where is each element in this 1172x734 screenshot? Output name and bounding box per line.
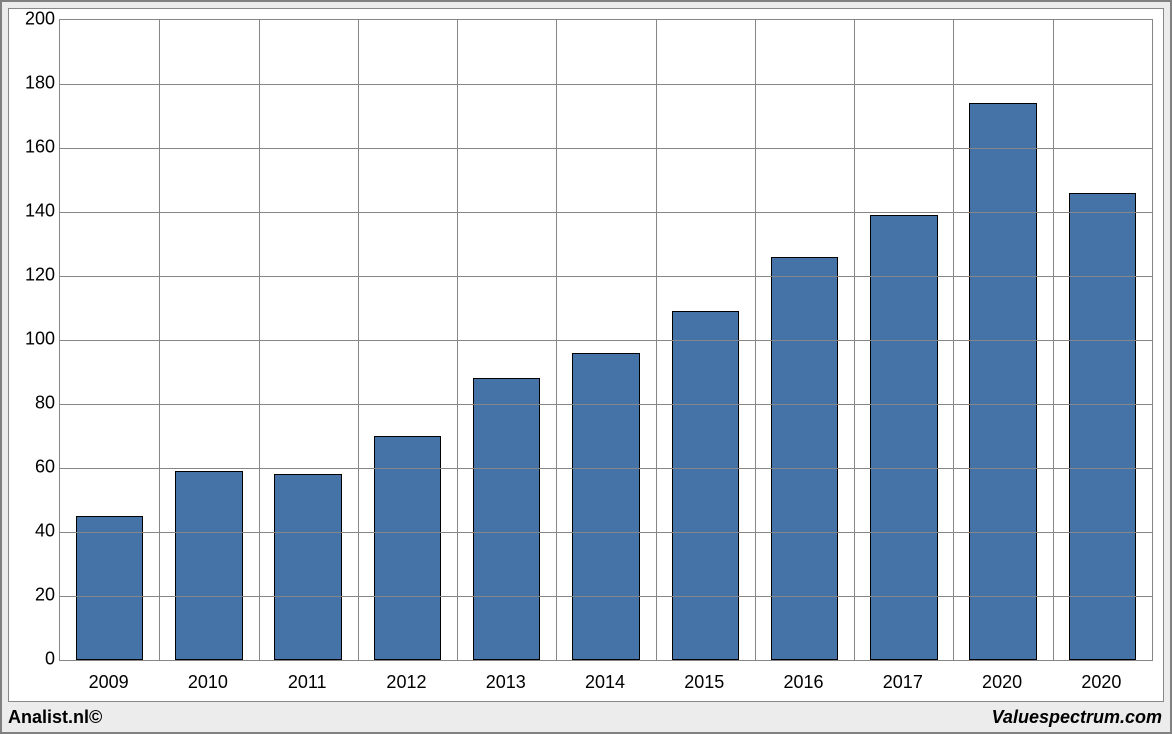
x-tick-label: 2011 (288, 672, 327, 693)
gridline-v (1053, 20, 1054, 660)
gridline-v (755, 20, 756, 660)
x-tick-label: 2014 (585, 672, 625, 693)
y-tick-label: 40 (9, 521, 55, 542)
y-tick-label: 60 (9, 457, 55, 478)
bar (771, 257, 839, 660)
y-tick-label: 0 (9, 649, 55, 670)
gridline-v (953, 20, 954, 660)
gridline-h (60, 276, 1152, 277)
y-tick-label: 20 (9, 585, 55, 606)
bar (1069, 193, 1137, 660)
gridline-h (60, 404, 1152, 405)
x-tick-label: 2012 (386, 672, 426, 693)
bar (274, 474, 342, 660)
gridline-v (556, 20, 557, 660)
x-tick-label: 2020 (982, 672, 1022, 693)
gridline-h (60, 148, 1152, 149)
chart-frame: 0 20 40 60 80 100 120 140 160 180 200 2009 2010 2011… (0, 0, 1172, 734)
x-tick-label: 2015 (684, 672, 724, 693)
gridline-h (60, 212, 1152, 213)
bar (672, 311, 740, 660)
gridline-v (854, 20, 855, 660)
y-tick-label: 120 (9, 265, 55, 286)
x-tick-label: 2010 (188, 672, 228, 693)
gridline-h (60, 596, 1152, 597)
x-tick-label: 2017 (883, 672, 923, 693)
bar (572, 353, 640, 660)
gridline-h (60, 340, 1152, 341)
y-tick-label: 160 (9, 137, 55, 158)
bar (374, 436, 442, 660)
gridline-h (60, 532, 1152, 533)
x-tick-label: 2013 (486, 672, 526, 693)
bar (969, 103, 1037, 660)
bar (473, 378, 541, 660)
gridline-h (60, 468, 1152, 469)
gridline-v (358, 20, 359, 660)
y-tick-label: 140 (9, 201, 55, 222)
y-tick-label: 180 (9, 73, 55, 94)
footer-right-credit: Valuespectrum.com (992, 707, 1162, 728)
bar (870, 215, 938, 660)
gridline-h (60, 84, 1152, 85)
plot-area (59, 19, 1153, 661)
gridline-v (457, 20, 458, 660)
x-tick-label: 2020 (1081, 672, 1121, 693)
y-tick-label: 100 (9, 329, 55, 350)
bar (76, 516, 144, 660)
y-tick-label: 200 (9, 9, 55, 30)
x-tick-label: 2009 (89, 672, 129, 693)
bar (175, 471, 243, 660)
footer-left-credit: Analist.nl© (8, 707, 102, 728)
gridline-v (159, 20, 160, 660)
x-tick-label: 2016 (784, 672, 824, 693)
y-tick-label: 80 (9, 393, 55, 414)
plot-wrap: 0 20 40 60 80 100 120 140 160 180 200 2009 2010 2011… (8, 8, 1164, 702)
gridline-v (259, 20, 260, 660)
gridline-v (656, 20, 657, 660)
